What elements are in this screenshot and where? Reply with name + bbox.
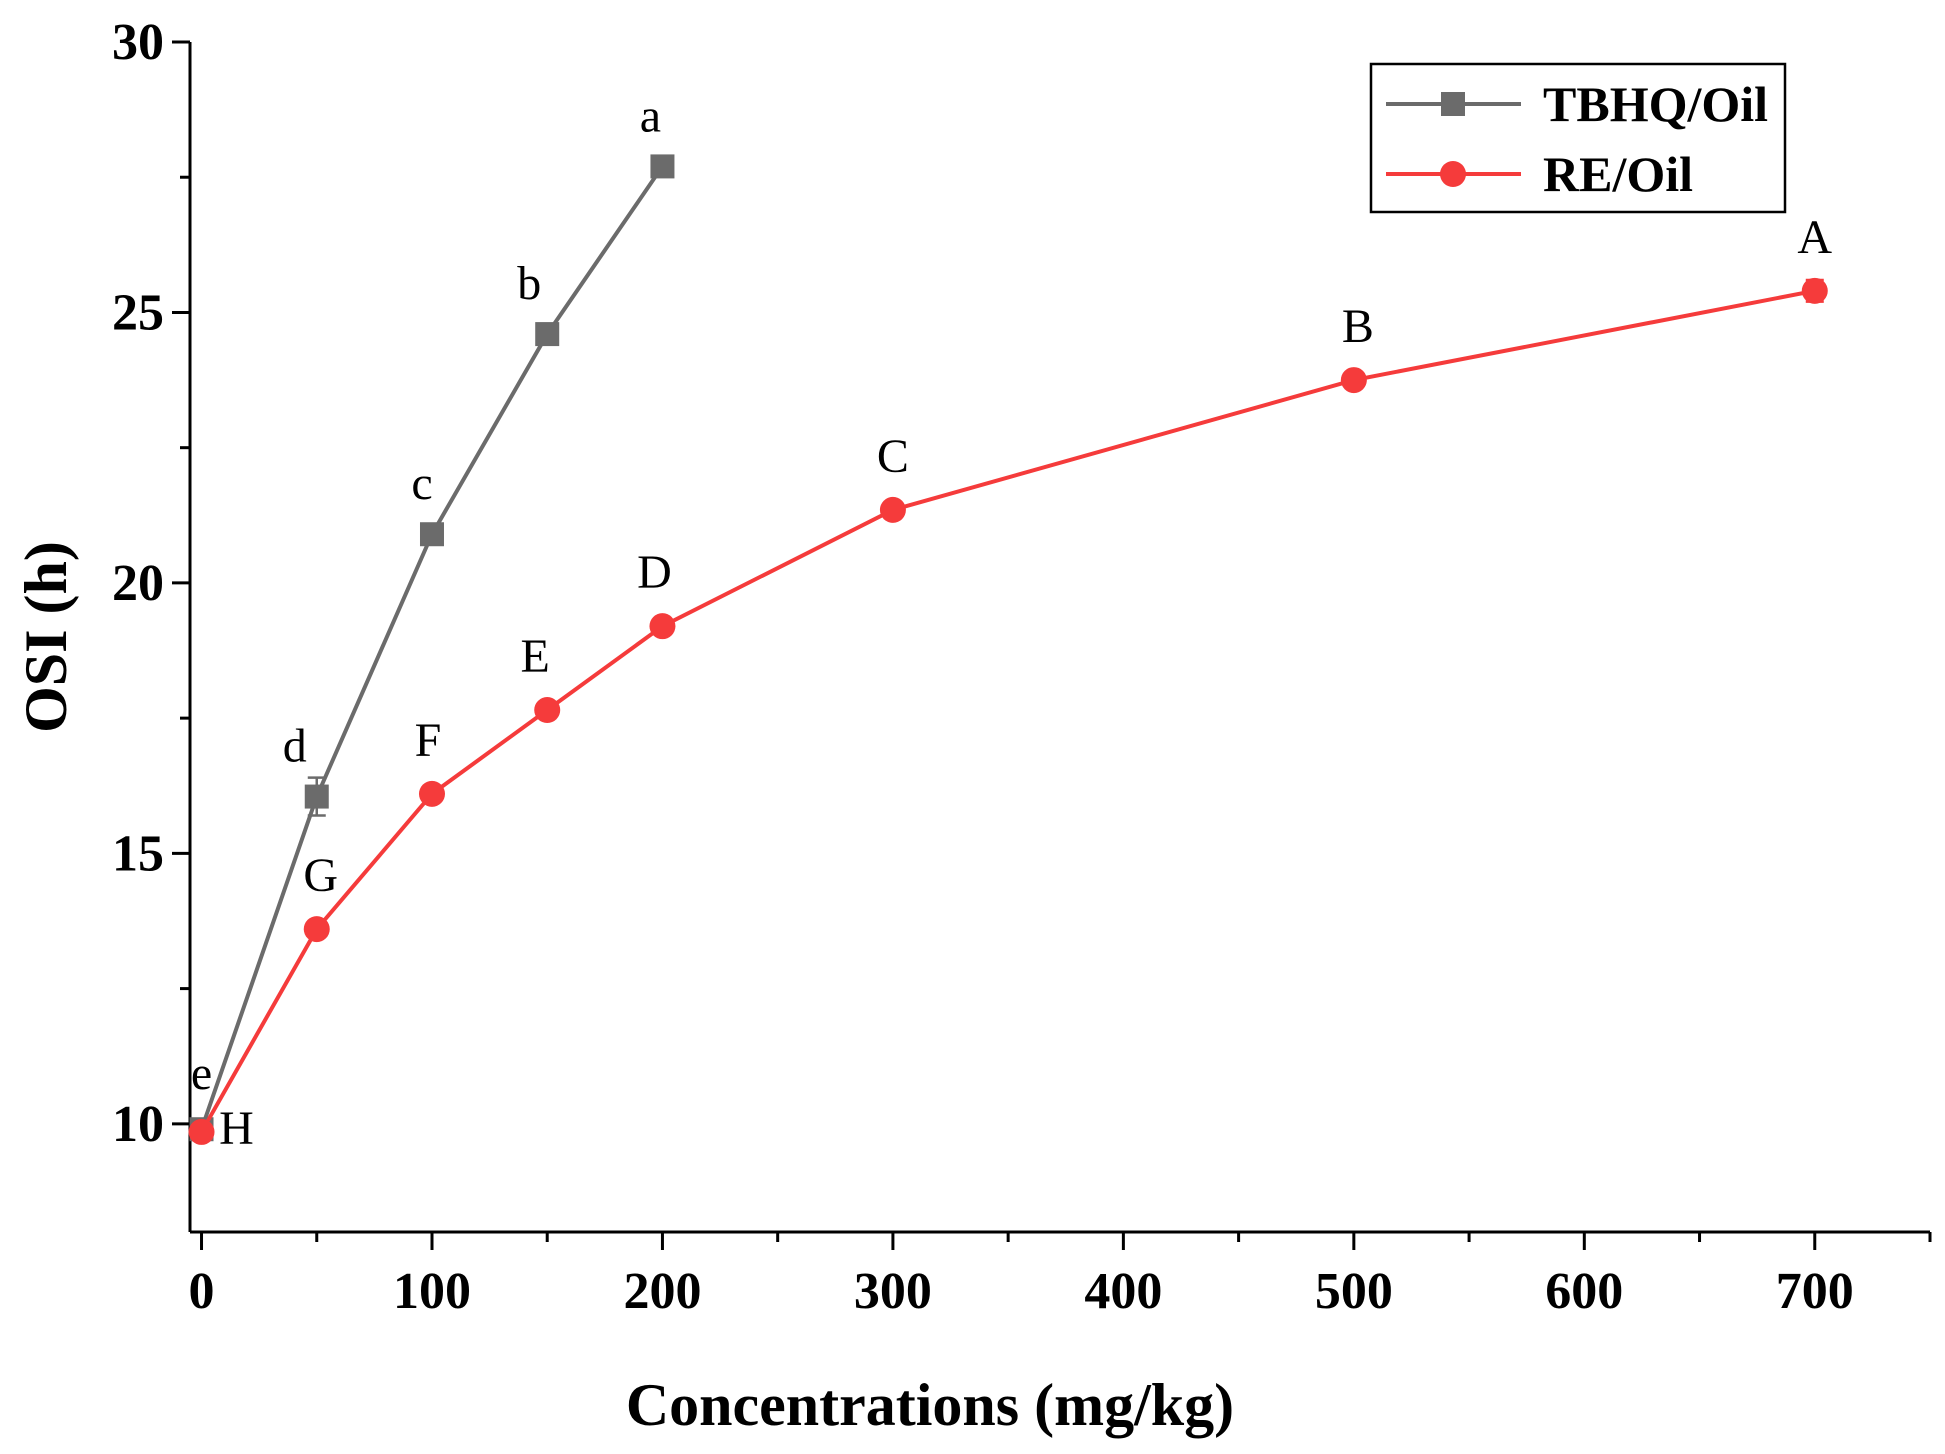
significance-label: F xyxy=(415,714,442,767)
data-point-circle xyxy=(1801,277,1828,304)
significance-label: B xyxy=(1342,300,1374,353)
legend-item: RE/Oil xyxy=(1386,146,1693,202)
significance-label: d xyxy=(283,720,307,773)
significance-label: H xyxy=(219,1102,254,1155)
data-point-circle xyxy=(534,697,561,724)
y-tick-label: 30 xyxy=(112,14,164,71)
data-point-square xyxy=(419,522,444,547)
x-tick-label: 0 xyxy=(189,1263,215,1320)
x-axis-title: Concentrations (mg/kg) xyxy=(626,1372,1234,1438)
significance-label: b xyxy=(517,257,541,310)
x-tick-label: 200 xyxy=(623,1263,701,1320)
significance-label: c xyxy=(411,457,432,510)
y-tick-label: 20 xyxy=(112,555,164,612)
data-point-circle xyxy=(879,496,906,523)
y-tick-label: 15 xyxy=(112,825,164,882)
data-point-circle xyxy=(418,780,445,807)
significance-label: a xyxy=(640,89,661,142)
legend-label: RE/Oil xyxy=(1543,146,1693,202)
legend-marker-circle xyxy=(1440,161,1466,187)
x-tick-label: 600 xyxy=(1545,1263,1623,1320)
legend-frame xyxy=(1369,62,1787,214)
data-point-circle xyxy=(649,613,676,640)
x-tick-label: 400 xyxy=(1084,1263,1162,1320)
data-point-circle xyxy=(1340,367,1367,394)
data-point-circle xyxy=(188,1118,215,1145)
significance-label: C xyxy=(877,430,909,483)
x-tick-label: 300 xyxy=(854,1263,932,1320)
data-point-square xyxy=(535,322,560,347)
x-tick-label: 500 xyxy=(1315,1263,1393,1320)
data-point-square xyxy=(304,784,329,809)
significance-label: G xyxy=(303,849,338,902)
series-re-oil xyxy=(188,277,1828,1145)
legend-label: TBHQ/Oil xyxy=(1543,76,1768,132)
significance-label: e xyxy=(191,1047,212,1100)
series-tbhq-oil xyxy=(189,154,675,1142)
series-line xyxy=(199,165,665,1130)
significance-label: A xyxy=(1797,211,1832,264)
legend: TBHQ/Oil RE/Oil xyxy=(1369,62,1787,214)
legend-item: TBHQ/Oil xyxy=(1386,76,1768,132)
x-tick-label: 100 xyxy=(393,1263,471,1320)
y-axis-title: OSI (h) xyxy=(13,541,79,733)
y-tick-label: 25 xyxy=(112,284,164,341)
x-tick-label: 700 xyxy=(1776,1263,1854,1320)
data-point-square xyxy=(650,154,675,179)
data-point-circle xyxy=(303,916,330,943)
y-tick-label: 10 xyxy=(112,1096,164,1153)
significance-label: D xyxy=(637,546,672,599)
significance-label: E xyxy=(521,630,550,683)
series-line xyxy=(199,288,1816,1133)
legend-marker-square xyxy=(1441,92,1465,116)
